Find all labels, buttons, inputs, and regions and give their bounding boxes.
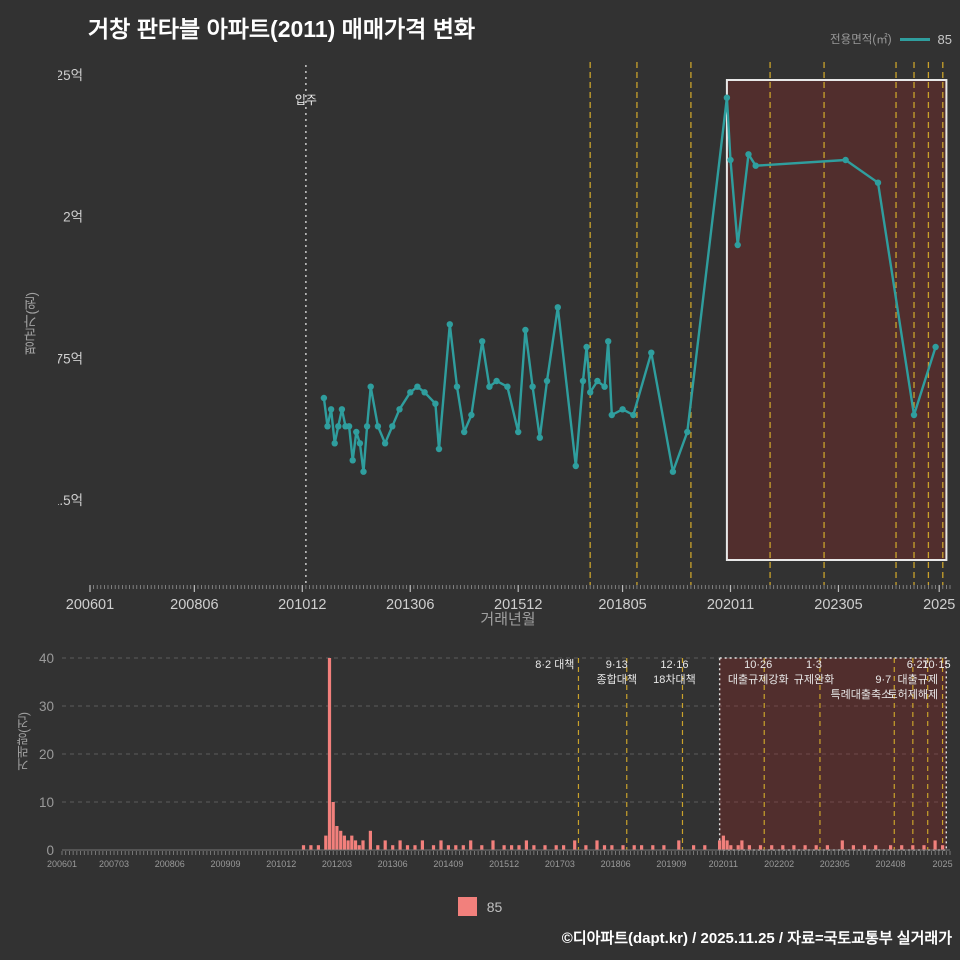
svg-text:대출규제: 대출규제 (897, 673, 937, 686)
svg-text:201012: 201012 (266, 859, 296, 869)
svg-text:201203: 201203 (322, 859, 352, 869)
svg-text:18차대책: 18차대책 (653, 673, 696, 686)
svg-text:202011: 202011 (709, 859, 738, 869)
svg-text:10·15: 10·15 (922, 659, 950, 671)
price-x-axis-title: 거래년월 (480, 611, 536, 628)
svg-text:종합대책: 종합대책 (597, 673, 637, 686)
legend-area-label: 전용면적(㎡) (830, 34, 892, 46)
price-chart-svg: 입주 200601 200806 201012 201306 201512 201805 20… (58, 62, 955, 613)
svg-text:0: 0 (46, 843, 54, 858)
page-title: 거창 판타블 아파트(2011) 매매가격 변화 (88, 16, 476, 42)
svg-text:200806: 200806 (170, 597, 218, 613)
svg-text:9·7: 9·7 (875, 674, 891, 686)
svg-text:202305: 202305 (814, 597, 862, 613)
salmon-square-swatch (457, 897, 477, 916)
svg-text:40: 40 (39, 651, 54, 666)
svg-text:201703: 201703 (545, 859, 575, 869)
svg-text:2억: 2억 (63, 210, 83, 225)
svg-text:201805: 201805 (598, 597, 646, 613)
svg-text:201512: 201512 (494, 597, 542, 613)
svg-text:특례대출축소: 특례대출축소 (831, 688, 892, 701)
svg-text:2025: 2025 (933, 859, 953, 869)
svg-text:대출규제강화: 대출규제강화 (728, 673, 789, 686)
svg-text:2025: 2025 (923, 597, 955, 613)
svg-text:202011: 202011 (707, 597, 754, 613)
svg-text:2.25억: 2.25억 (58, 68, 83, 83)
volume-chart-svg: 0 10 20 30 40 8·2 대책 9·13 종합대책 12·16 18차대책 10·26 대출… (39, 651, 953, 869)
svg-text:202408: 202408 (876, 859, 906, 869)
svg-text:201306: 201306 (378, 859, 408, 869)
svg-text:토허제해제: 토허제해제 (888, 687, 939, 701)
svg-text:10·26: 10·26 (744, 659, 772, 671)
svg-text:30: 30 (39, 699, 54, 714)
svg-text:201806: 201806 (601, 859, 631, 869)
svg-text:200601: 200601 (47, 859, 77, 869)
svg-text:8·2 대책: 8·2 대책 (535, 658, 574, 671)
legend-bottom: 85 (0, 897, 960, 916)
svg-text:규제완화: 규제완화 (794, 673, 834, 686)
svg-text:200909: 200909 (210, 859, 240, 869)
svg-text:201306: 201306 (386, 597, 434, 613)
svg-text:9·13: 9·13 (606, 659, 628, 671)
svg-text:202305: 202305 (820, 859, 850, 869)
svg-text:202202: 202202 (764, 859, 794, 869)
svg-text:1.75억: 1.75억 (58, 351, 83, 366)
svg-text:201409: 201409 (433, 859, 463, 869)
svg-text:201512: 201512 (489, 859, 519, 869)
svg-text:201909: 201909 (656, 859, 686, 869)
price-y-axis-title: 평균가(원) (24, 292, 39, 355)
legend-series-name: 85 (937, 31, 952, 47)
svg-text:1.5억: 1.5억 (58, 493, 83, 508)
legend-floor-area: 전용면적(㎡) 85 (830, 31, 952, 47)
svg-text:입주: 입주 (295, 93, 317, 107)
svg-text:200703: 200703 (99, 859, 129, 869)
svg-text:1·3: 1·3 (806, 659, 822, 671)
svg-text:20: 20 (39, 747, 54, 762)
svg-text:200601: 200601 (66, 597, 114, 613)
teal-line-swatch (899, 37, 930, 41)
svg-text:200806: 200806 (155, 859, 185, 869)
footer-credit: ©디아파트(dapt.kr) / 2025.11.25 / 자료=국토교통부 실… (561, 930, 952, 947)
svg-text:12·16: 12·16 (660, 659, 688, 671)
svg-text:6·27: 6·27 (907, 659, 929, 671)
legend-bottom-label: 85 (486, 898, 503, 915)
svg-text:201012: 201012 (278, 597, 326, 613)
svg-text:10: 10 (39, 795, 54, 810)
